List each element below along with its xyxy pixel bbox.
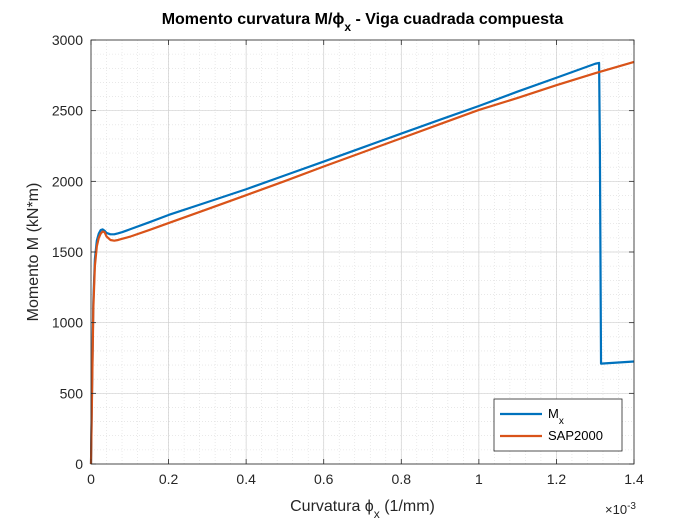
chart-title: Momento curvatura M/ϕx - Viga cuadrada c… (162, 11, 564, 34)
legend-label-mx: Mx (548, 406, 564, 427)
x-tick-label: 0.4 (236, 471, 256, 487)
x-tick-label: 0 (87, 471, 95, 487)
x-axis-multiplier-base: ×10 (605, 502, 627, 517)
y-tick-labels: 0 500 1000 1500 2000 2500 3000 (52, 32, 83, 472)
legend-label-mx-subscript: x (559, 416, 564, 427)
series-line-mx (89, 61, 635, 465)
x-tick-label: 0.8 (392, 471, 412, 487)
y-tick-label: 2500 (52, 103, 83, 119)
x-tick-label: 0.6 (314, 471, 334, 487)
x-axis-label-main: Curvatura ϕ (290, 498, 374, 515)
title-suffix: - Viga cuadrada compuesta (351, 11, 563, 28)
y-tick-label: 0 (75, 456, 83, 472)
legend-label-sap2000: SAP2000 (548, 428, 603, 443)
title-subscript: x (344, 20, 351, 34)
legend-label-mx-main: M (548, 406, 559, 421)
x-axis-label-subscript: x (374, 507, 380, 521)
y-tick-label: 2000 (52, 173, 83, 189)
y-axis-label: Momento M (kN*m) (25, 183, 42, 322)
x-axis-label: Curvatura ϕx (1/mm) (290, 498, 435, 521)
x-axis-multiplier-exponent: -3 (627, 501, 636, 512)
y-tick-label: 1500 (52, 244, 83, 260)
y-tick-label: 500 (60, 385, 84, 401)
x-tick-label: 1.4 (624, 471, 644, 487)
y-tick-label: 1000 (52, 315, 83, 331)
x-axis-multiplier: ×10-3 (605, 501, 636, 518)
x-tick-label: 0.2 (159, 471, 179, 487)
y-tick-label: 3000 (52, 32, 83, 48)
series-layer (89, 60, 635, 465)
axis-ticks (90, 39, 635, 465)
x-tick-labels: 0 0.2 0.4 0.6 0.8 1 1.2 1.4 (87, 471, 644, 487)
legend-box (493, 398, 623, 452)
x-axis-label-suffix: (1/mm) (380, 498, 435, 515)
x-tick-label: 1.2 (547, 471, 567, 487)
legend: Mx SAP2000 (493, 398, 623, 452)
x-tick-label: 1 (475, 471, 483, 487)
series-line-sap2000 (89, 60, 635, 465)
title-main: Momento curvatura M/ϕ (162, 11, 345, 28)
